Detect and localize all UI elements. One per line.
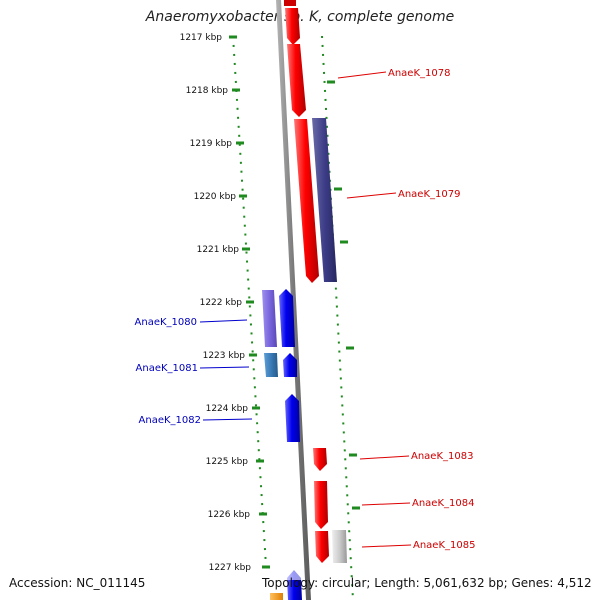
gene-labels-plus: AnaeK_1078 AnaeK_1079 AnaeK_1083 AnaeK_1… — [388, 68, 475, 551]
left-tick-marks — [229, 35, 270, 569]
topology-summary: Topology: circular; Length: 5,061,632 bp… — [262, 576, 592, 590]
gene-arrow-1079-parallel[interactable] — [312, 118, 337, 282]
gene-arrow-1083[interactable] — [313, 448, 327, 471]
tick-label: 1223 kbp — [203, 351, 246, 361]
left-ruler-line — [232, 35, 267, 567]
gene-label[interactable]: AnaeK_1080 — [135, 317, 197, 328]
gene-bottom-orange[interactable] — [270, 593, 283, 600]
gene-arrow-1081-a[interactable] — [264, 353, 278, 377]
right-tick-marks — [327, 80, 360, 510]
plus-leaders — [337, 71, 412, 548]
gene-arrow-1079[interactable] — [294, 119, 319, 283]
gene-arrow-1084[interactable] — [314, 481, 328, 529]
tick-labels: 1217 kbp 1218 kbp 1219 kbp 1220 kbp 1221… — [180, 33, 252, 573]
gene-arrow-1082[interactable] — [285, 394, 300, 442]
tick-label: 1222 kbp — [200, 298, 243, 308]
gene-label[interactable]: AnaeK_1082 — [139, 415, 201, 426]
gene-arrow-1078[interactable] — [287, 44, 306, 117]
gene-arrow-1080[interactable] — [279, 289, 295, 347]
gene-labels-minus: AnaeK_1080 AnaeK_1081 AnaeK_1082 — [135, 317, 201, 426]
genome-backbone — [276, 0, 311, 600]
tick-label: 1226 kbp — [208, 510, 251, 520]
gene-label[interactable]: AnaeK_1085 — [413, 540, 475, 551]
tick-label: 1220 kbp — [194, 192, 237, 202]
gene-label[interactable]: AnaeK_1084 — [412, 498, 474, 509]
tick-label: 1219 kbp — [190, 139, 233, 149]
map-title: Anaeromyxobacter sp. K, complete genome — [145, 9, 455, 25]
tick-label: 1224 kbp — [206, 404, 249, 414]
gene-bottom-blue-overlay — [285, 566, 303, 580]
gene-arrow-1077[interactable] — [285, 8, 300, 45]
gene-arrow-1081[interactable] — [283, 353, 297, 377]
tick-label: 1227 kbp — [209, 563, 252, 573]
accession-text: Accession: NC_011145 — [9, 576, 146, 590]
tick-label: 1217 kbp — [180, 33, 223, 43]
gene-label[interactable]: AnaeK_1078 — [388, 68, 450, 79]
minus-leaders — [199, 319, 253, 421]
tick-label: 1225 kbp — [206, 457, 249, 467]
tick-label: 1221 kbp — [197, 245, 240, 255]
tick-label: 1218 kbp — [186, 86, 229, 96]
gene-arrow-1085-gray[interactable] — [332, 530, 347, 563]
gene-label[interactable]: AnaeK_1081 — [136, 363, 198, 374]
gene-label[interactable]: AnaeK_1079 — [398, 189, 460, 200]
gene-arrow-1085[interactable] — [315, 531, 329, 563]
gene-label[interactable]: AnaeK_1083 — [411, 451, 473, 462]
gene-arrow-1080-a[interactable] — [262, 290, 277, 347]
backbone-top-cap — [284, 0, 296, 6]
